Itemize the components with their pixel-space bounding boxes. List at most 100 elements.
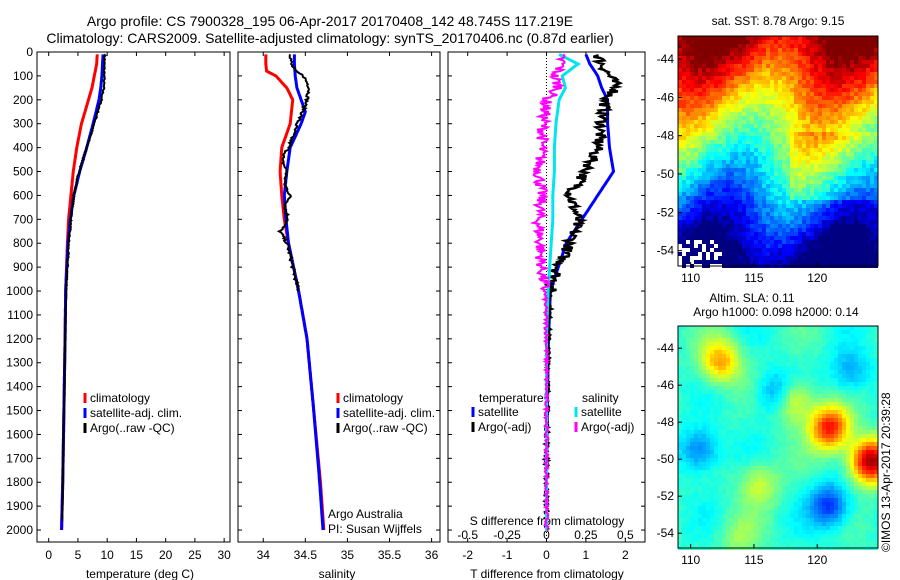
sla-map-cell	[778, 442, 782, 446]
sst-map-cell	[714, 68, 718, 72]
sst-map-cell	[802, 200, 806, 204]
sst-map-cell	[802, 100, 806, 104]
sst-map-cell	[770, 88, 774, 92]
sst-map-cell	[734, 160, 738, 164]
sst-map-cell	[786, 144, 790, 148]
sla-map-cell	[786, 466, 790, 470]
sla-map-cell	[694, 350, 698, 354]
sst-map-cell	[754, 224, 758, 228]
sla-map-cell	[874, 398, 878, 402]
sst-map-cell	[866, 112, 870, 116]
sla-map-cell	[774, 334, 778, 338]
sst-map-cell	[822, 112, 826, 116]
sla-map-cell	[786, 366, 790, 370]
sst-map-cell	[686, 44, 690, 48]
sst-map-cell	[838, 248, 842, 252]
sla-map-cell	[766, 382, 770, 386]
sla-map-cell	[802, 362, 806, 366]
sst-map-cell	[754, 72, 758, 76]
sla-map-cell	[810, 406, 814, 410]
sla-map-cell	[806, 434, 810, 438]
sst-map-cell	[866, 88, 870, 92]
sst-map-cell	[718, 36, 722, 40]
sst-map-cell	[866, 164, 870, 168]
sst-map-cell	[690, 244, 694, 248]
sst-map-cell	[874, 120, 878, 124]
sst-map-cell	[810, 200, 814, 204]
sst-map-cell	[794, 152, 798, 156]
sst-map-cell	[874, 204, 878, 208]
sla-map-cell	[754, 458, 758, 462]
sst-map-cell	[746, 52, 750, 56]
sst-map-cell	[838, 184, 842, 188]
sla-map-cell	[766, 374, 770, 378]
sst-map-cell	[702, 100, 706, 104]
sla-map-cell	[798, 386, 802, 390]
sst-map-cell	[738, 52, 742, 56]
sst-map-cell	[806, 108, 810, 112]
sla-map-cell	[790, 430, 794, 434]
sst-map-cell	[750, 96, 754, 100]
sst-map-cell	[790, 116, 794, 120]
sla-map-cell	[766, 386, 770, 390]
sst-map-cell	[770, 184, 774, 188]
sst-map-cell	[734, 152, 738, 156]
sla-map-cell	[726, 438, 730, 442]
sst-map-cell	[830, 84, 834, 88]
sst-map-cell	[678, 236, 682, 240]
sst-map-cell	[742, 192, 746, 196]
sla-map-cell	[678, 470, 682, 474]
sst-map-cell	[810, 132, 814, 136]
sst-map-cell	[750, 252, 754, 256]
sst-map-cell	[850, 164, 854, 168]
sst-map-cell	[690, 228, 694, 232]
sla-map-cell	[774, 370, 778, 374]
sst-map-cell	[794, 244, 798, 248]
sst-map-cell	[846, 108, 850, 112]
sst-map-cell	[858, 256, 862, 260]
sst-map-cell	[794, 108, 798, 112]
sst-map-cell	[766, 148, 770, 152]
sst-map-cell	[710, 196, 714, 200]
sst-map-cell	[826, 80, 830, 84]
sst-map-cell	[858, 224, 862, 228]
sla-map-cell	[682, 346, 686, 350]
sst-map-cell	[682, 132, 686, 136]
sla-map-cell	[810, 414, 814, 418]
sla-map-cell	[742, 358, 746, 362]
sst-map-cell	[750, 248, 754, 252]
sst-map-cell	[818, 84, 822, 88]
sst-map-frame	[677, 35, 879, 267]
sla-map-cell	[826, 390, 830, 394]
sst-map-cell	[690, 148, 694, 152]
temperature-xtick-label: 30	[217, 548, 231, 562]
sst-map-cell	[786, 256, 790, 260]
sla-map-cell	[766, 338, 770, 342]
sst-map-cell	[694, 148, 698, 152]
sla-map-cell	[842, 330, 846, 334]
sst-map-cell	[830, 100, 834, 104]
sst-map-cell	[750, 44, 754, 48]
sst-map-cell	[710, 224, 714, 228]
sla-map-cell	[746, 354, 750, 358]
sst-map-cell	[826, 252, 830, 256]
sst-map-cell	[850, 72, 854, 76]
sst-map-cell	[678, 180, 682, 184]
sla-map-cell	[770, 402, 774, 406]
sst-map-cell	[686, 76, 690, 80]
sst-map-cell	[822, 244, 826, 248]
sst-map-cell	[734, 60, 738, 64]
sla-map-cell	[870, 442, 874, 446]
sla-map-cell	[854, 382, 858, 386]
sst-map-cell	[766, 64, 770, 68]
sla-map-cell	[774, 434, 778, 438]
sst-map-cell	[762, 104, 766, 108]
sla-map-cell	[842, 358, 846, 362]
sst-map-cell	[766, 72, 770, 76]
sla-map-cell	[758, 434, 762, 438]
sla-map-cell	[730, 390, 734, 394]
sla-map-cell	[778, 378, 782, 382]
sst-map-cell	[854, 72, 858, 76]
sla-map-cell	[794, 426, 798, 430]
sla-map-cell	[726, 334, 730, 338]
